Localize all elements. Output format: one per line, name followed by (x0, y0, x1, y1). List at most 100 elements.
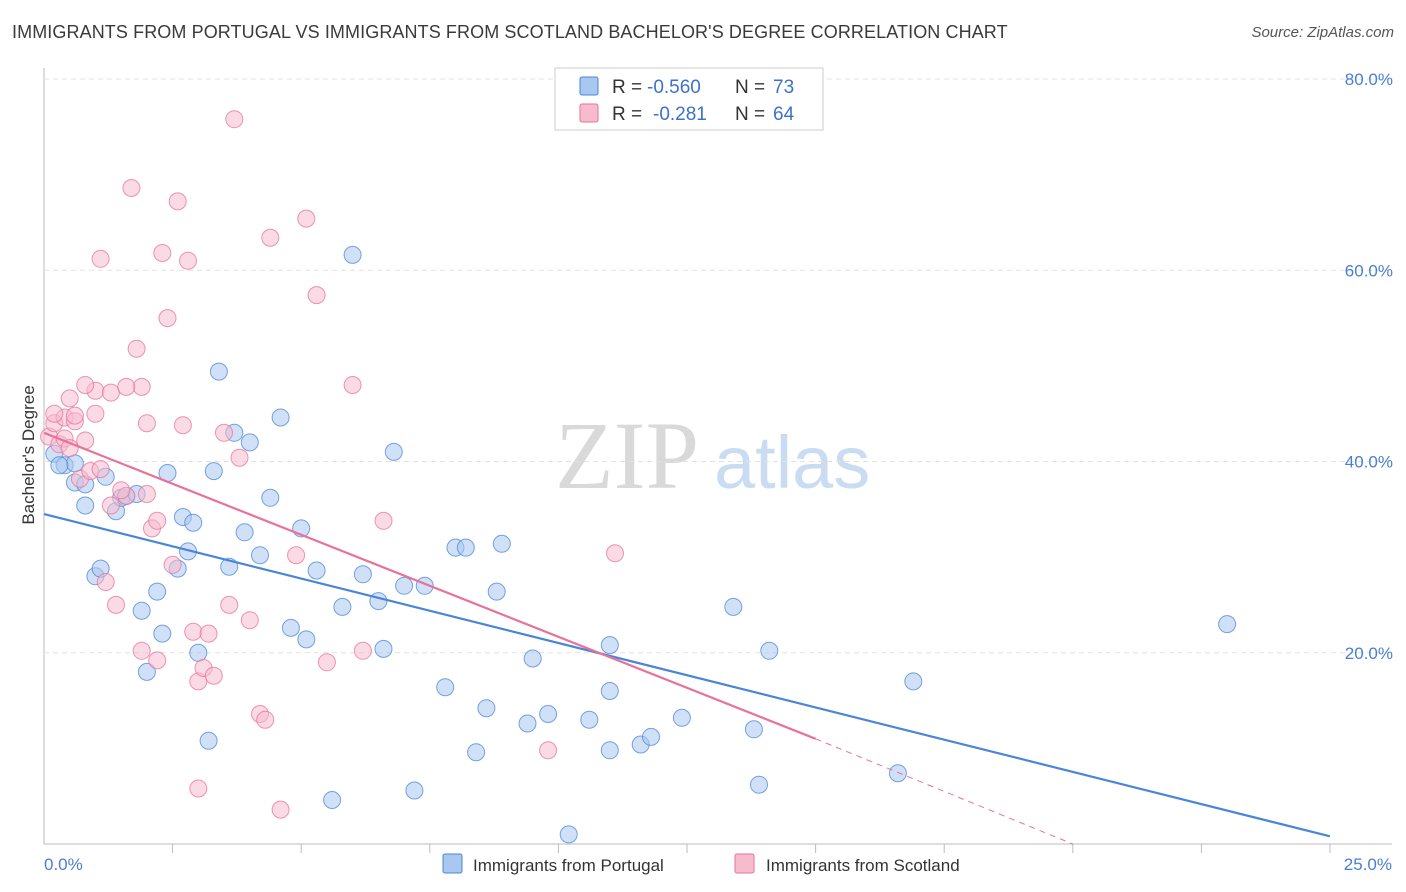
scotland-point (132, 641, 151, 660)
portugal-point (184, 513, 203, 532)
portugal-point (492, 534, 511, 553)
portugal-point (76, 496, 95, 515)
stats-scotland-r-value: -0.281 (653, 104, 707, 125)
scotland-point (343, 376, 362, 394)
stats-box: R = -0.560 N = 73 R = -0.281 N = 64 (554, 67, 824, 131)
portugal-point (153, 624, 172, 643)
portugal-point (251, 546, 269, 565)
scotland-point (122, 179, 141, 197)
stats-scotland-n-label: N = (735, 104, 765, 125)
scotland-point (112, 481, 131, 500)
trend-lines (43, 431, 1331, 845)
stats-scotland-swatch (579, 103, 599, 123)
stats-box-frame (554, 67, 824, 131)
portugal-point (148, 582, 167, 601)
portugal-point (904, 672, 923, 691)
portugal-point (281, 618, 300, 637)
portugal-point (724, 597, 743, 616)
stats-scotland-n-value: 64 (773, 104, 795, 125)
portugal-point (539, 705, 558, 723)
scotland-point (189, 779, 208, 798)
scotland-point (539, 741, 558, 760)
portugal-trend-line (43, 513, 1331, 838)
scotland-point (148, 651, 167, 670)
scotland-point (153, 244, 172, 262)
legend-scotland-label: Immigrants from Scotland (766, 856, 960, 875)
legend-portugal-swatch (442, 853, 463, 874)
scotland-point (137, 414, 156, 433)
portugal-point (600, 741, 619, 760)
series-portugal-points (45, 245, 1237, 844)
chart-title: IMMIGRANTS FROM PORTUGAL VS IMMIGRANTS F… (12, 22, 1008, 42)
portugal-point (384, 442, 403, 461)
portugal-point (204, 462, 223, 481)
scotland-point (374, 511, 393, 530)
scotland-point (168, 192, 187, 211)
portugal-point (374, 639, 393, 658)
scotland-point (86, 404, 105, 423)
scotland-point (184, 622, 203, 641)
portugal-point (307, 561, 326, 580)
scotland-point (199, 624, 218, 643)
y-tick-label-20: 20.0% (1345, 644, 1393, 663)
scotland-point (179, 251, 197, 270)
scotland-point (606, 544, 624, 563)
portugal-point (343, 245, 362, 264)
portugal-point (209, 362, 228, 381)
scotland-point (65, 406, 84, 425)
source-credit: Source: ZipAtlas.com (1251, 24, 1394, 41)
portugal-point (369, 592, 388, 611)
portugal-point (467, 743, 486, 762)
portugal-point (240, 433, 259, 452)
portugal-point (487, 582, 506, 601)
portugal-point (559, 825, 578, 844)
scotland-point (148, 511, 167, 530)
scotland-point (91, 460, 110, 479)
watermark-zip: ZIP (555, 402, 699, 509)
portugal-point (523, 649, 542, 668)
legend-portugal-label: Immigrants from Portugal (473, 856, 664, 875)
portugal-point (297, 630, 316, 649)
x-tick-label-max: 25.0% (1344, 855, 1392, 874)
portugal-point (744, 720, 763, 739)
portugal-point (600, 682, 619, 700)
scotland-point (225, 110, 244, 129)
scotland-point (271, 800, 290, 819)
portugal-point (436, 678, 455, 697)
stats-portugal-swatch (579, 76, 599, 96)
scotland-point (230, 448, 249, 467)
scotland-point (297, 209, 316, 228)
portugal-point (888, 764, 907, 783)
x-ticks (172, 844, 1331, 853)
series-scotland-points (40, 110, 624, 819)
portugal-point (271, 408, 290, 427)
x-tick-label-min: 0.0% (44, 855, 83, 874)
scotland-point (287, 546, 306, 565)
portugal-point (405, 781, 424, 800)
stats-scotland-r-label: R = (612, 104, 642, 125)
scotland-point (173, 416, 192, 435)
portugal-point (456, 538, 475, 557)
portugal-point (672, 708, 691, 727)
portugal-point (580, 710, 599, 729)
scotland-point (96, 573, 115, 591)
gridlines (44, 78, 1392, 654)
portugal-point (199, 731, 218, 750)
scotland-point (76, 376, 95, 394)
scotland-point (127, 339, 146, 358)
scotland-point (307, 286, 326, 305)
portugal-point (333, 597, 352, 616)
watermark-atlas: atlas (714, 421, 870, 504)
scotland-point (317, 653, 336, 672)
legend-scotland-swatch (734, 853, 755, 874)
portugal-point (137, 662, 156, 681)
scotland-point (132, 377, 151, 396)
scotland-trend-extension (815, 738, 1073, 845)
scotland-point (107, 595, 125, 614)
y-tick-labels: 20.0% 40.0% 60.0% 80.0% (1345, 70, 1393, 663)
portugal-point (65, 454, 84, 473)
portugal-point (261, 488, 280, 507)
scotland-point (261, 228, 280, 247)
scotland-point (240, 611, 259, 630)
